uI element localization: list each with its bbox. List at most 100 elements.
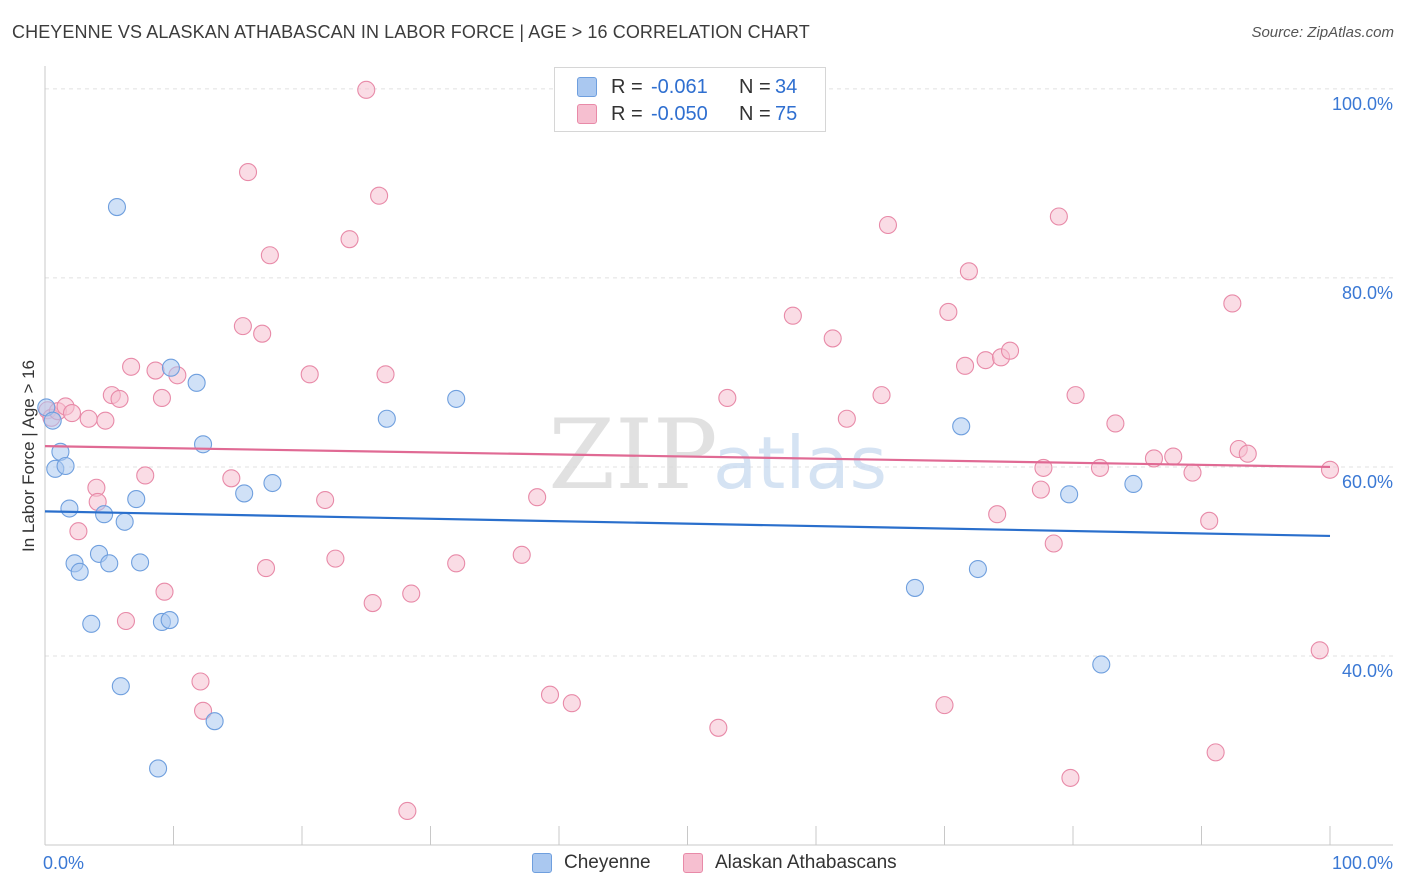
alaskan-point[interactable] xyxy=(256,559,276,578)
alaskan-point[interactable] xyxy=(718,388,737,408)
alaskan-point[interactable] xyxy=(447,554,466,573)
cheyenne-point[interactable] xyxy=(1092,655,1111,674)
alaskan-point[interactable] xyxy=(872,386,891,405)
alaskan-point[interactable] xyxy=(1144,449,1164,468)
alaskan-point[interactable] xyxy=(357,80,376,99)
alaskan-point[interactable] xyxy=(96,411,115,430)
alaskan-point[interactable] xyxy=(260,246,279,265)
cheyenne-point[interactable] xyxy=(111,677,130,696)
alaskan-point[interactable] xyxy=(1034,458,1053,477)
alaskan-point[interactable] xyxy=(340,230,359,249)
cheyenne-point[interactable] xyxy=(100,554,119,573)
alaskan-point[interactable] xyxy=(1061,768,1080,787)
cheyenne-point[interactable] xyxy=(952,417,971,436)
alaskan-point[interactable] xyxy=(194,701,213,720)
alaskan-point[interactable] xyxy=(326,549,345,568)
alaskan-point[interactable] xyxy=(122,357,141,376)
alaskan-point[interactable] xyxy=(878,215,898,235)
cheyenne-point[interactable] xyxy=(82,614,101,633)
alaskan-point[interactable] xyxy=(1320,460,1340,479)
cheyenne-point[interactable] xyxy=(60,499,79,518)
cheyenne-point[interactable] xyxy=(95,505,114,524)
alaskan-point[interactable] xyxy=(116,611,136,631)
cheyenne-point[interactable] xyxy=(1060,485,1079,504)
alaskan-point[interactable] xyxy=(1310,641,1329,660)
cheyenne-point[interactable] xyxy=(905,578,924,597)
alaskan-point[interactable] xyxy=(370,186,389,205)
cheyenne-point[interactable] xyxy=(161,358,180,377)
alaskan-point[interactable] xyxy=(398,801,417,821)
alaskan-point[interactable] xyxy=(1206,743,1225,762)
alaskan-point[interactable] xyxy=(79,409,98,428)
cheyenne-point[interactable] xyxy=(107,197,127,217)
cheyenne-point[interactable] xyxy=(447,389,466,408)
grid-layer xyxy=(45,88,1393,657)
cheyenne-point[interactable] xyxy=(235,484,254,503)
r-label: R = xyxy=(611,75,643,98)
alaskan-point[interactable] xyxy=(956,356,975,375)
alaskan-point[interactable] xyxy=(528,488,547,507)
alaskan-point[interactable] xyxy=(253,324,272,343)
alaskan-point[interactable] xyxy=(155,582,174,601)
alaskan-point[interactable] xyxy=(935,696,954,715)
alaskan-point[interactable] xyxy=(976,351,995,370)
cheyenne-point[interactable] xyxy=(43,411,62,430)
legend-item-cheyenne[interactable]: Cheyenne xyxy=(532,852,651,874)
alaskan-point[interactable] xyxy=(69,522,88,541)
alaskan-point[interactable] xyxy=(222,469,241,488)
alaskan-point[interactable] xyxy=(1200,511,1219,530)
alaskan-point[interactable] xyxy=(540,685,560,704)
cheyenne-point[interactable] xyxy=(160,611,179,630)
alaskan-point[interactable] xyxy=(512,545,531,564)
alaskan-point[interactable] xyxy=(1066,386,1085,405)
cheyenne-point[interactable] xyxy=(187,373,206,392)
alaskan-point[interactable] xyxy=(136,466,155,485)
alaskan-point[interactable] xyxy=(1090,458,1110,477)
alaskan-point[interactable] xyxy=(1164,447,1183,466)
cheyenne-point[interactable] xyxy=(377,409,396,428)
alaskan-point[interactable] xyxy=(939,302,958,322)
alaskan-point[interactable] xyxy=(1049,207,1068,226)
alaskan-swatch xyxy=(577,104,597,124)
alaskan-point[interactable] xyxy=(300,365,319,384)
alaskan-point[interactable] xyxy=(1238,444,1257,463)
alaskan-point[interactable] xyxy=(191,672,210,691)
alaskan-point[interactable] xyxy=(562,694,581,713)
legend-item-alaskan[interactable]: Alaskan Athabascans xyxy=(683,852,897,874)
cheyenne-swatch xyxy=(577,77,597,97)
alaskan-point[interactable] xyxy=(1223,294,1242,313)
cheyenne-point[interactable] xyxy=(70,562,89,581)
alaskan-point[interactable] xyxy=(988,505,1007,524)
alaskan-point[interactable] xyxy=(62,404,82,423)
cheyenne-point[interactable] xyxy=(56,456,75,476)
alaskan-point[interactable] xyxy=(837,409,856,428)
alaskan-point[interactable] xyxy=(376,365,395,384)
alaskan-point[interactable] xyxy=(152,388,171,408)
x-tick-label: 100.0% xyxy=(1332,853,1393,873)
alaskan-point[interactable] xyxy=(1044,534,1063,553)
alaskan-point[interactable] xyxy=(823,329,842,348)
cheyenne-point[interactable] xyxy=(968,559,987,579)
cheyenne-point[interactable] xyxy=(127,490,146,509)
alaskan-point[interactable] xyxy=(709,718,728,737)
alaskan-point[interactable] xyxy=(238,163,258,182)
cheyenne-point[interactable] xyxy=(205,712,224,731)
alaskan-point[interactable] xyxy=(783,306,802,325)
alaskan-point[interactable] xyxy=(1031,480,1050,499)
alaskan-point[interactable] xyxy=(1106,414,1125,433)
alaskan-point[interactable] xyxy=(1183,463,1202,482)
cheyenne-point[interactable] xyxy=(263,473,282,493)
alaskan-point[interactable] xyxy=(402,584,421,603)
alaskan-point[interactable] xyxy=(110,389,129,408)
cheyenne-point[interactable] xyxy=(149,759,168,778)
alaskan-point[interactable] xyxy=(146,361,165,380)
alaskan-point[interactable] xyxy=(1000,341,1020,360)
cheyenne-point[interactable] xyxy=(194,435,213,454)
cheyenne-point[interactable] xyxy=(131,553,150,572)
cheyenne-point[interactable] xyxy=(115,512,134,531)
alaskan-point[interactable] xyxy=(316,490,335,510)
alaskan-point[interactable] xyxy=(959,262,978,281)
cheyenne-point[interactable] xyxy=(1124,474,1143,494)
alaskan-point[interactable] xyxy=(363,593,382,613)
alaskan-point[interactable] xyxy=(233,317,252,336)
